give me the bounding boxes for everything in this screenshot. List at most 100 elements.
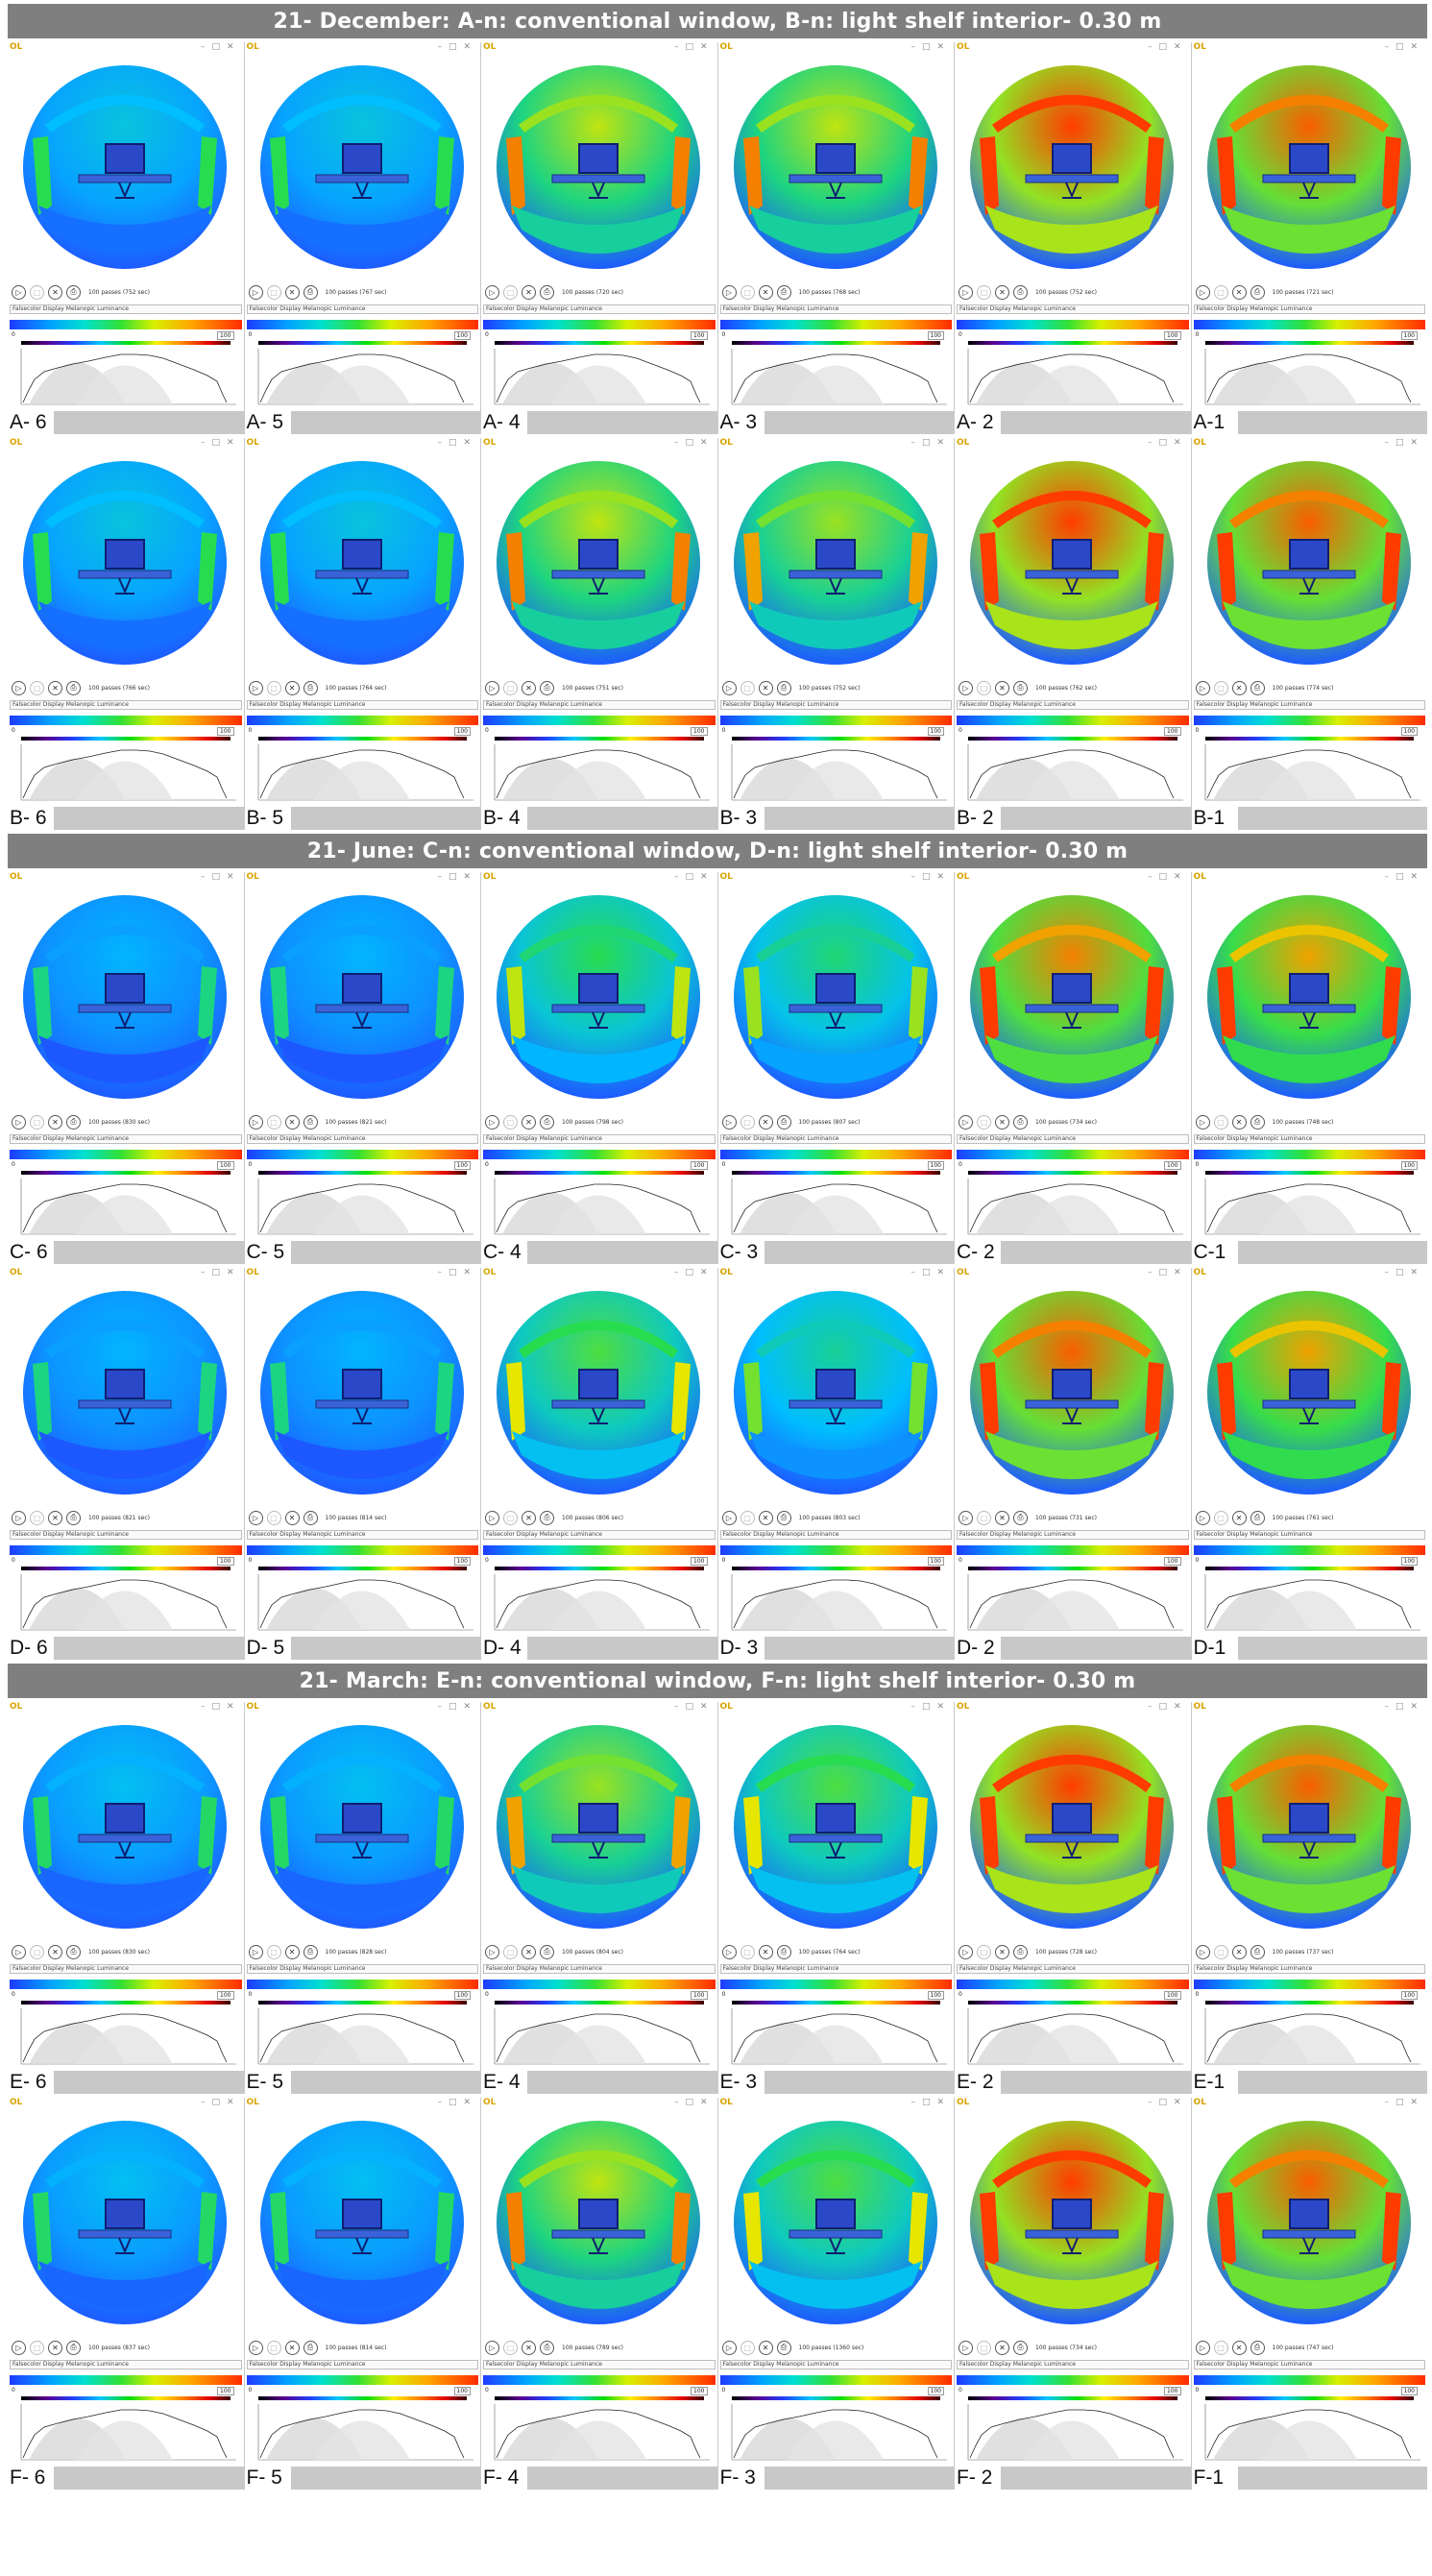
scale-max-input[interactable]: 100 (691, 727, 708, 736)
window-controls[interactable]: –□✕ (200, 42, 241, 52)
window-controls[interactable]: –□✕ (910, 1268, 951, 1277)
stop-button[interactable]: □ (30, 1510, 44, 1525)
cancel-button[interactable]: ✕ (522, 1114, 536, 1130)
play-button[interactable]: ▷ (721, 1510, 737, 1525)
scale-max-input[interactable]: 100 (453, 1161, 471, 1170)
cancel-button[interactable]: ✕ (1231, 1114, 1247, 1130)
cancel-button[interactable]: ✕ (48, 284, 62, 300)
scale-max-input[interactable]: 100 (927, 1161, 944, 1170)
play-button[interactable]: ▷ (12, 284, 26, 300)
cancel-button[interactable]: ✕ (995, 1510, 1009, 1525)
display-mode-select[interactable]: Falsecolor Display Melanopic Luminance (246, 1964, 478, 1974)
scale-max-input[interactable]: 100 (1400, 1991, 1418, 2000)
cancel-button[interactable]: ✕ (522, 2340, 536, 2355)
play-button[interactable]: ▷ (959, 680, 973, 695)
cancel-button[interactable]: ✕ (995, 284, 1009, 300)
display-mode-select[interactable]: Falsecolor Display Melanopic Luminance (719, 700, 952, 710)
save-button[interactable]: ⎙ (1250, 680, 1265, 695)
window-controls[interactable]: –□✕ (1147, 42, 1188, 52)
scale-max-input[interactable]: 100 (217, 1557, 234, 1566)
play-button[interactable]: ▷ (959, 2340, 973, 2355)
window-controls[interactable]: –□✕ (673, 1702, 715, 1712)
cancel-button[interactable]: ✕ (758, 1510, 773, 1525)
scale-max-input[interactable]: 100 (217, 727, 234, 736)
play-button[interactable]: ▷ (12, 2340, 26, 2355)
play-button[interactable]: ▷ (12, 1114, 26, 1130)
cancel-button[interactable]: ✕ (522, 1510, 536, 1525)
scale-max-input[interactable]: 100 (691, 1557, 708, 1566)
stop-button[interactable]: □ (977, 1114, 991, 1130)
play-button[interactable]: ▷ (485, 1944, 499, 1959)
stop-button[interactable]: □ (266, 1944, 281, 1959)
window-controls[interactable]: –□✕ (1384, 1268, 1424, 1277)
cancel-button[interactable]: ✕ (48, 2340, 62, 2355)
display-mode-select[interactable]: Falsecolor Display Melanopic Luminance (1193, 1134, 1425, 1144)
play-button[interactable]: ▷ (248, 1510, 263, 1525)
stop-button[interactable]: □ (740, 2340, 755, 2355)
stop-button[interactable]: □ (30, 1114, 44, 1130)
save-button[interactable]: ⎙ (1250, 1944, 1265, 1959)
display-mode-select[interactable]: Falsecolor Display Melanopic Luminance (1193, 1530, 1425, 1540)
play-button[interactable]: ▷ (1195, 680, 1210, 695)
cancel-button[interactable]: ✕ (522, 680, 536, 695)
stop-button[interactable]: □ (977, 1510, 991, 1525)
play-button[interactable]: ▷ (485, 1510, 499, 1525)
cancel-button[interactable]: ✕ (995, 2340, 1009, 2355)
window-controls[interactable]: –□✕ (673, 1268, 715, 1277)
window-controls[interactable]: –□✕ (673, 42, 715, 52)
cancel-button[interactable]: ✕ (48, 1510, 62, 1525)
save-button[interactable]: ⎙ (776, 680, 791, 695)
save-button[interactable]: ⎙ (776, 2340, 791, 2355)
display-mode-select[interactable]: Falsecolor Display Melanopic Luminance (10, 700, 242, 710)
window-controls[interactable]: –□✕ (200, 1702, 241, 1712)
cancel-button[interactable]: ✕ (284, 680, 300, 695)
stop-button[interactable]: □ (266, 2340, 281, 2355)
stop-button[interactable]: □ (30, 284, 44, 300)
scale-max-input[interactable]: 100 (217, 1161, 234, 1170)
scale-max-input[interactable]: 100 (1400, 1557, 1418, 1566)
window-controls[interactable]: –□✕ (1384, 42, 1424, 52)
cancel-button[interactable]: ✕ (758, 2340, 773, 2355)
window-controls[interactable]: –□✕ (910, 438, 951, 448)
save-button[interactable]: ⎙ (303, 680, 318, 695)
scale-max-input[interactable]: 100 (1400, 727, 1418, 736)
play-button[interactable]: ▷ (959, 1944, 973, 1959)
stop-button[interactable]: □ (740, 1114, 755, 1130)
scale-max-input[interactable]: 100 (1400, 2387, 1418, 2395)
display-mode-select[interactable]: Falsecolor Display Melanopic Luminance (1193, 2360, 1425, 2369)
save-button[interactable]: ⎙ (66, 2340, 81, 2355)
stop-button[interactable]: □ (503, 680, 518, 695)
window-controls[interactable]: –□✕ (200, 1268, 241, 1277)
play-button[interactable]: ▷ (959, 1114, 973, 1130)
cancel-button[interactable]: ✕ (48, 680, 62, 695)
cancel-button[interactable]: ✕ (995, 680, 1009, 695)
stop-button[interactable]: □ (977, 2340, 991, 2355)
display-mode-select[interactable]: Falsecolor Display Melanopic Luminance (1193, 700, 1425, 710)
window-controls[interactable]: –□✕ (910, 872, 951, 882)
display-mode-select[interactable]: Falsecolor Display Melanopic Luminance (957, 1530, 1189, 1540)
save-button[interactable]: ⎙ (1013, 1510, 1028, 1525)
display-mode-select[interactable]: Falsecolor Display Melanopic Luminance (10, 2360, 242, 2369)
window-controls[interactable]: –□✕ (437, 438, 477, 448)
display-mode-select[interactable]: Falsecolor Display Melanopic Luminance (483, 2360, 716, 2369)
play-button[interactable]: ▷ (1195, 1944, 1210, 1959)
scale-max-input[interactable]: 100 (927, 2387, 944, 2395)
display-mode-select[interactable]: Falsecolor Display Melanopic Luminance (246, 700, 478, 710)
display-mode-select[interactable]: Falsecolor Display Melanopic Luminance (246, 304, 478, 314)
display-mode-select[interactable]: Falsecolor Display Melanopic Luminance (957, 2360, 1189, 2369)
save-button[interactable]: ⎙ (1250, 1510, 1265, 1525)
cancel-button[interactable]: ✕ (995, 1944, 1009, 1959)
save-button[interactable]: ⎙ (540, 680, 554, 695)
save-button[interactable]: ⎙ (1013, 2340, 1028, 2355)
window-controls[interactable]: –□✕ (1147, 438, 1188, 448)
cancel-button[interactable]: ✕ (758, 284, 773, 300)
play-button[interactable]: ▷ (12, 680, 26, 695)
scale-max-input[interactable]: 100 (1164, 727, 1181, 736)
play-button[interactable]: ▷ (248, 1114, 263, 1130)
display-mode-select[interactable]: Falsecolor Display Melanopic Luminance (1193, 1964, 1425, 1974)
display-mode-select[interactable]: Falsecolor Display Melanopic Luminance (483, 1530, 716, 1540)
stop-button[interactable]: □ (503, 1114, 518, 1130)
play-button[interactable]: ▷ (721, 2340, 737, 2355)
stop-button[interactable]: □ (266, 1510, 281, 1525)
play-button[interactable]: ▷ (12, 1510, 26, 1525)
